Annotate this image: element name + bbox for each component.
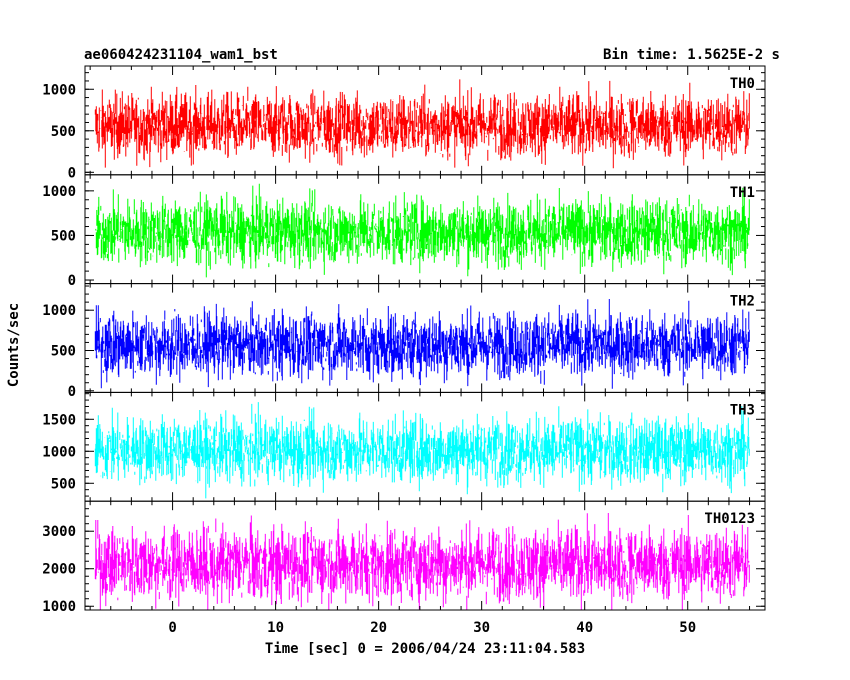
series-th1 <box>94 183 750 278</box>
x-tick-label: 50 <box>679 620 696 636</box>
x-axis-label: Time [sec] 0 = 2006/04/24 23:11:04.583 <box>265 641 585 657</box>
y-axis-label: Counts/sec <box>6 303 22 387</box>
y-tick-label: 1000 <box>42 82 76 98</box>
y-tick-label: 500 <box>51 343 76 359</box>
x-tick-label: 30 <box>473 620 490 636</box>
y-tick-label: 0 <box>68 273 76 289</box>
panel-frame-th0123 <box>84 500 766 611</box>
panel-label-th3: TH3 <box>730 402 755 418</box>
y-tick-label: 500 <box>51 476 76 492</box>
y-tick-label: 0 <box>68 165 76 181</box>
x-tick-label: 40 <box>576 620 593 636</box>
panel-label-th0: TH0 <box>730 76 755 92</box>
panel-label-th0123: TH0123 <box>704 511 755 527</box>
series-th0 <box>94 79 750 169</box>
y-tick-label: 3000 <box>42 524 76 540</box>
y-tick-label: 1500 <box>42 412 76 428</box>
x-tick-label: 0 <box>168 620 176 636</box>
series-th0123 <box>94 513 750 610</box>
y-tick-label: 1000 <box>42 444 76 460</box>
series-th3 <box>94 402 750 499</box>
y-tick-label: 1000 <box>42 184 76 200</box>
series-th2 <box>94 299 750 389</box>
y-tick-label: 1000 <box>42 599 76 615</box>
x-tick-label: 10 <box>267 620 284 636</box>
y-tick-label: 2000 <box>42 562 76 578</box>
panel-label-th1: TH1 <box>730 185 755 201</box>
x-tick-label: 20 <box>370 620 387 636</box>
y-tick-label: 0 <box>68 384 76 400</box>
y-tick-label: 500 <box>51 124 76 140</box>
y-tick-label: 1000 <box>42 303 76 319</box>
panel-label-th2: TH2 <box>730 294 755 310</box>
chart-title: ae060424231104_wam1_bst <box>84 47 278 63</box>
chart-subtitle: Bin time: 1.5625E-2 s <box>603 47 780 63</box>
y-tick-label: 500 <box>51 228 76 244</box>
